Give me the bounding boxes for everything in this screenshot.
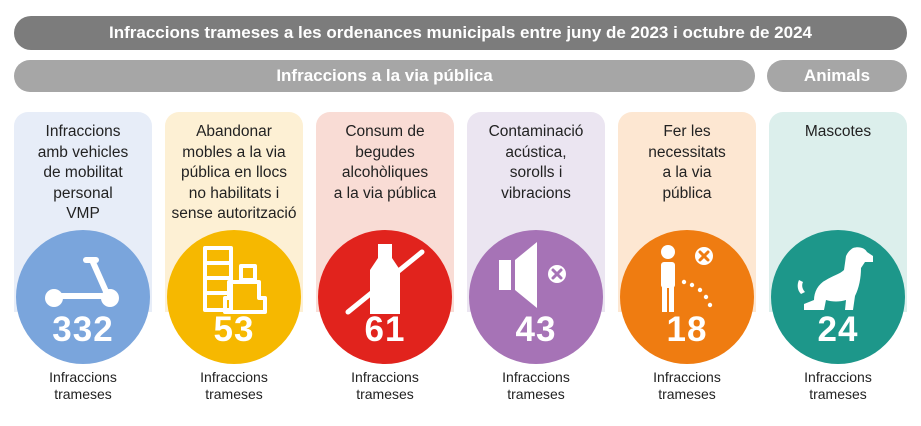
furniture-icon [203,246,267,314]
card-description-soroll: Contaminació acústica, sorolls i vibraci… [488,123,584,202]
circle-mobles [167,230,301,364]
value-necessitats: 18 [666,310,708,349]
circle-necessitats [620,230,754,364]
card-description-mascotes: Mascotes [804,123,872,140]
circle-mascotes [771,230,905,364]
page-title: Infraccions trameses a les ordenances mu… [14,16,907,50]
scooter-icon [45,257,119,307]
dog-icon [797,247,873,310]
value-mascotes: 24 [817,310,859,349]
circle-vmp [16,230,150,364]
card-description-necessitats: Fer les necessitats a la via pública [648,123,726,202]
value-mobles: 53 [213,310,255,349]
caption-mobles: Infraccions trameses [200,369,268,402]
urinating-person-icon [661,245,713,312]
caption-vmp: Infraccions trameses [49,369,117,402]
value-soroll: 43 [515,310,557,349]
circle-alcohol [318,230,452,364]
value-vmp: 332 [52,310,114,349]
caption-alcohol: Infraccions trameses [351,369,419,402]
circle-soroll [469,230,603,364]
value-alcohol: 61 [364,310,406,349]
card-description-vmp: Infraccions amb vehicles de mobilitat pe… [37,123,129,222]
caption-mascotes: Infraccions trameses [804,369,872,402]
caption-soroll: Infraccions trameses [502,369,570,402]
group-header-animals: Animals [767,60,907,92]
caption-necessitats: Infraccions trameses [653,369,721,402]
muted-speaker-icon [499,242,566,308]
group-header-via-publica: Infraccions a la via pública [14,60,755,92]
card-description-mobles: Abandonar mobles a la via pública en llo… [171,123,297,222]
no-bottle-icon [345,244,425,315]
card-description-alcohol: Consum de begudes alcohòliques a la via … [333,123,437,202]
